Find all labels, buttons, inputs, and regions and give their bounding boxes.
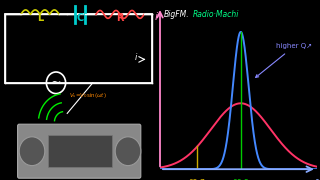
Text: f: f bbox=[314, 179, 317, 180]
Text: 98.3: 98.3 bbox=[232, 179, 249, 180]
Text: $V_s\!=\!V_0\sin(\omega t)$: $V_s\!=\!V_0\sin(\omega t)$ bbox=[69, 91, 107, 100]
FancyBboxPatch shape bbox=[18, 124, 141, 178]
Circle shape bbox=[115, 137, 141, 166]
Text: 92.7: 92.7 bbox=[188, 179, 205, 180]
Text: R: R bbox=[116, 13, 124, 23]
Bar bbox=[48, 135, 112, 167]
Text: C: C bbox=[76, 13, 84, 23]
Text: i: i bbox=[155, 12, 158, 22]
Circle shape bbox=[19, 137, 45, 166]
Text: higher Q↗: higher Q↗ bbox=[256, 43, 312, 77]
Text: Radio·Machi: Radio·Machi bbox=[193, 10, 239, 19]
Text: L: L bbox=[37, 13, 43, 23]
Bar bbox=[5, 14, 152, 83]
Text: ~: ~ bbox=[51, 76, 61, 89]
Text: i: i bbox=[135, 53, 137, 62]
Text: BigFM.: BigFM. bbox=[164, 10, 189, 19]
